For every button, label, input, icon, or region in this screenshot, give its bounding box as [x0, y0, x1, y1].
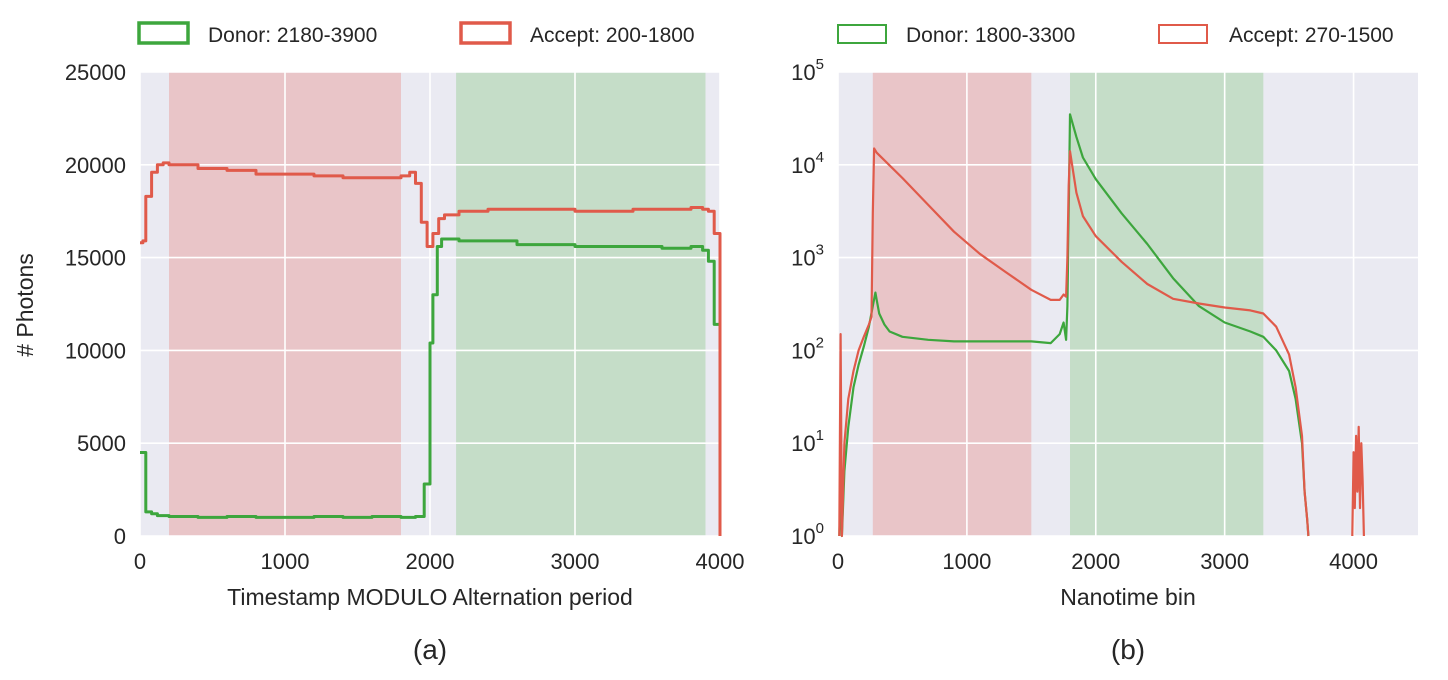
shaded-region-donor	[1070, 72, 1264, 536]
panel-a-y-axis-label: # Photons	[12, 253, 38, 357]
x-tick-label: 0	[134, 549, 146, 574]
panel-b-series	[838, 113, 1365, 538]
panel-a-x-axis-label: Timestamp MODULO Alternation period	[227, 584, 633, 610]
panel-a-y-ticks: 0 5000 10000 15000 20000 25000	[65, 60, 126, 549]
legend-swatch-donor	[137, 21, 190, 45]
panel-a-chart: 0 1000 2000 3000 4000 0 5000 10000 15000 20000 25…	[12, 21, 745, 665]
series-line-donor	[140, 237, 722, 536]
y-tick-label: 102	[791, 334, 824, 363]
shaded-region-accept	[872, 72, 1032, 536]
x-tick-label: 2000	[1071, 549, 1120, 574]
legend-label-accept: Accept: 270-1500	[1229, 24, 1394, 47]
series-line-accept	[838, 147, 1310, 538]
series-line-accept	[1351, 425, 1365, 537]
legend-swatch-accept	[1158, 24, 1208, 44]
shaded-region-donor	[456, 72, 706, 536]
series-line-accept	[140, 161, 722, 536]
x-tick-label: 3000	[551, 549, 600, 574]
x-tick-label: 4000	[1329, 549, 1378, 574]
panel-a-label: (a)	[413, 634, 447, 665]
y-tick-label: 15000	[65, 246, 126, 271]
legend-label-accept: Accept: 200-1800	[530, 24, 695, 47]
panel-b-x-ticks: 0 1000 2000 3000 4000	[832, 549, 1378, 574]
y-tick-label: 0	[114, 524, 126, 549]
y-tick-label: 103	[791, 242, 824, 271]
panel-a-legend: Donor: 2180-3900 Accept: 200-1800	[137, 21, 695, 47]
x-tick-label: 1000	[942, 549, 991, 574]
panel-a-series	[140, 161, 722, 536]
legend-label-donor: Donor: 2180-3900	[208, 24, 377, 47]
y-tick-label: 105	[791, 56, 824, 85]
y-tick-label: 100	[791, 520, 824, 549]
y-tick-label: 25000	[65, 60, 126, 85]
panel-b-gridlines	[837, 71, 1418, 537]
y-tick-label: 20000	[65, 153, 126, 178]
y-tick-label: 10000	[65, 338, 126, 363]
y-tick-label: 101	[791, 427, 824, 456]
x-tick-label: 2000	[406, 549, 455, 574]
y-tick-label: 5000	[77, 431, 126, 456]
x-tick-label: 4000	[696, 549, 745, 574]
x-tick-label: 0	[832, 549, 844, 574]
x-tick-label: 1000	[261, 549, 310, 574]
panel-b-legend: Donor: 1800-3300 Accept: 270-1500	[837, 24, 1394, 47]
series-line-donor	[838, 113, 1310, 538]
panel-b-chart: 0 1000 2000 3000 4000 100 101 102 103 104 105 Nan…	[791, 24, 1418, 665]
x-tick-label: 3000	[1200, 549, 1249, 574]
panel-b-x-axis-label: Nanotime bin	[1060, 584, 1196, 610]
panel-b-shaded-regions	[872, 72, 1264, 536]
panel-b-label: (b)	[1111, 634, 1145, 665]
legend-swatch-donor	[837, 24, 887, 44]
panel-b-y-ticks: 100 101 102 103 104 105	[791, 56, 824, 549]
legend-swatch-accept	[459, 21, 512, 45]
panel-a-x-ticks: 0 1000 2000 3000 4000	[134, 549, 745, 574]
y-tick-label: 104	[791, 149, 824, 178]
legend-label-donor: Donor: 1800-3300	[906, 24, 1075, 47]
